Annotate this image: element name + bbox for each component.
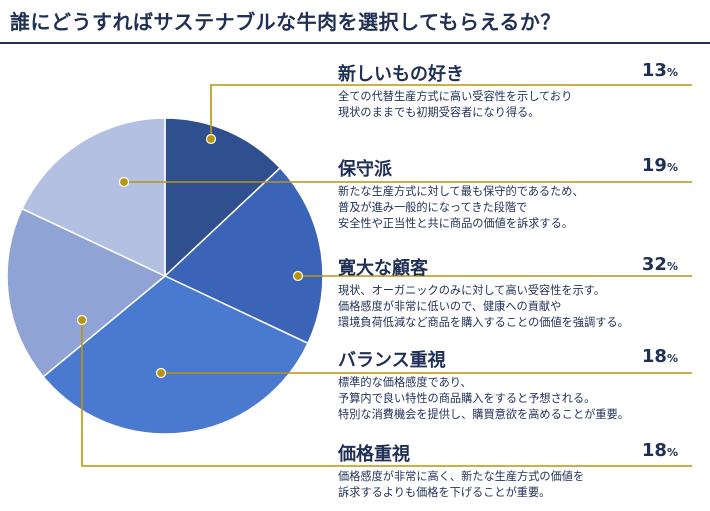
- segment-percent: 18%: [642, 346, 678, 367]
- segment-name: バランス重視: [338, 350, 446, 371]
- segment-description: 標準的な価格感度であり、 予算内で良い特性の商品購入をすると予想される。 特別な…: [338, 376, 629, 421]
- leader-line: [81, 320, 692, 467]
- segment-name: 新しいもの好き: [338, 64, 464, 85]
- segment-description: 現状、オーガニックのみに対して高い受容性を示す。 価格感度が非常に低いので、健康…: [338, 284, 629, 329]
- leader-dot: [292, 270, 304, 282]
- percent-unit: %: [666, 260, 678, 273]
- pie-slice: [21, 117, 166, 278]
- pie-slice: [42, 275, 309, 435]
- segment-percent-value: 18: [641, 346, 667, 367]
- percent-unit: %: [666, 66, 678, 79]
- segment-header-generous-customers: 寛大な顧客 32%: [338, 254, 678, 280]
- pie-slice: [6, 207, 167, 378]
- segment-header-conservatives: 保守派 19%: [338, 155, 678, 181]
- leader-dot: [155, 367, 167, 379]
- segment-percent: 18%: [642, 440, 678, 461]
- segment-percent: 32%: [642, 254, 678, 275]
- segment-name: 価格重視: [338, 444, 410, 465]
- page-title: 誰にどうすればサステナブルな牛肉を選択してもらえるか？: [10, 10, 561, 34]
- title-divider: [0, 42, 710, 44]
- segment-description: 全ての代替生産方式に高い受容性を示しており 現状のままでも初期受容者になり得る。: [338, 90, 573, 119]
- segment-percent-value: 19: [641, 155, 667, 176]
- segment-percent-value: 32: [641, 254, 667, 275]
- segment-percent-value: 18: [641, 440, 667, 461]
- percent-unit: %: [666, 161, 678, 174]
- pie-slice: [164, 117, 282, 278]
- segment-description: 価格感度が非常に高く、新たな生産方式の価値を 訴求するよりも価格を下げることが重…: [338, 470, 585, 499]
- leader-line: [210, 84, 692, 139]
- segment-header-price-focused: 価格重視 18%: [338, 440, 678, 466]
- percent-unit: %: [666, 446, 678, 459]
- segment-name: 保守派: [338, 159, 392, 180]
- percent-unit: %: [666, 352, 678, 365]
- leader-dot: [118, 176, 130, 188]
- leader-dot: [76, 314, 88, 326]
- segment-header-novelty-seekers: 新しいもの好き 13%: [338, 60, 678, 86]
- segment-percent: 19%: [642, 155, 678, 176]
- leader-dot: [205, 133, 217, 145]
- segment-description: 新たな生産方式に対して最も保守的であるため、 普及が進み一般的になってきた段階で…: [338, 185, 584, 230]
- segment-percent-value: 13: [641, 60, 667, 81]
- segment-header-balance-focused: バランス重視 18%: [338, 346, 678, 372]
- segment-name: 寛大な顧客: [338, 258, 428, 279]
- segment-percent: 13%: [642, 60, 678, 81]
